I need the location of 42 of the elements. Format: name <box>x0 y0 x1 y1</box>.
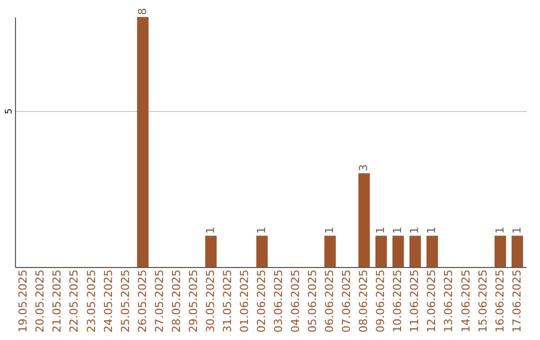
x-tick-label: 01.06.2025 <box>238 270 251 332</box>
x-tick-label: 04.06.2025 <box>289 270 302 332</box>
data-label: 1 <box>323 226 336 234</box>
x-tick-label: 08.06.2025 <box>357 270 370 332</box>
x-tick-label: 06.06.2025 <box>323 270 336 332</box>
x-tick-label: 22.05.2025 <box>68 270 81 332</box>
x-tick-label: 15.06.2025 <box>476 270 490 332</box>
data-label: 3 <box>357 164 370 172</box>
x-tick-label: 21.05.2025 <box>50 270 64 332</box>
x-tick-label: 26.05.2025 <box>136 270 149 332</box>
x-tick-label: 14.06.2025 <box>459 270 472 332</box>
x-tick-label: 25.05.2025 <box>118 270 132 332</box>
x-tick-label: 10.06.2025 <box>391 270 404 332</box>
x-tick-label: 07.06.2025 <box>340 270 354 332</box>
x-tick-label: 17.06.2025 <box>510 270 524 332</box>
data-label: 1 <box>510 226 524 234</box>
x-tick-label: 29.05.2025 <box>186 270 200 332</box>
y-tick-label: 5 <box>4 108 14 114</box>
x-tick-label: 09.06.2025 <box>374 270 388 332</box>
x-tick-label: 27.05.2025 <box>152 270 166 332</box>
x-tick-label: 24.05.2025 <box>102 270 115 332</box>
data-label: 1 <box>254 226 268 234</box>
x-tick-label: 19.05.2025 <box>16 270 30 332</box>
data-label: 8 <box>136 8 149 15</box>
x-tick-label: 20.05.2025 <box>34 270 47 332</box>
data-label: 1 <box>391 226 404 234</box>
data-label: 1 <box>374 226 388 234</box>
data-label: 1 <box>408 226 422 234</box>
x-tick-label: 31.05.2025 <box>220 270 234 332</box>
x-tick-label: 12.06.2025 <box>425 270 438 332</box>
x-tick-label: 03.06.2025 <box>272 270 286 332</box>
x-tick-label: 23.05.2025 <box>84 270 98 332</box>
x-tick-label: 13.06.2025 <box>442 270 456 332</box>
x-tick-label: 05.06.2025 <box>306 270 320 332</box>
x-tick-label: 28.05.2025 <box>170 270 183 332</box>
x-tick-label: 02.06.2025 <box>254 270 268 332</box>
x-tick-label: 30.05.2025 <box>204 270 217 332</box>
data-label: 1 <box>425 226 438 234</box>
x-tick-label: 16.06.2025 <box>493 270 506 332</box>
data-label: 1 <box>204 226 217 234</box>
x-tick-label: 11.06.2025 <box>408 270 422 332</box>
data-label: 1 <box>493 226 506 234</box>
